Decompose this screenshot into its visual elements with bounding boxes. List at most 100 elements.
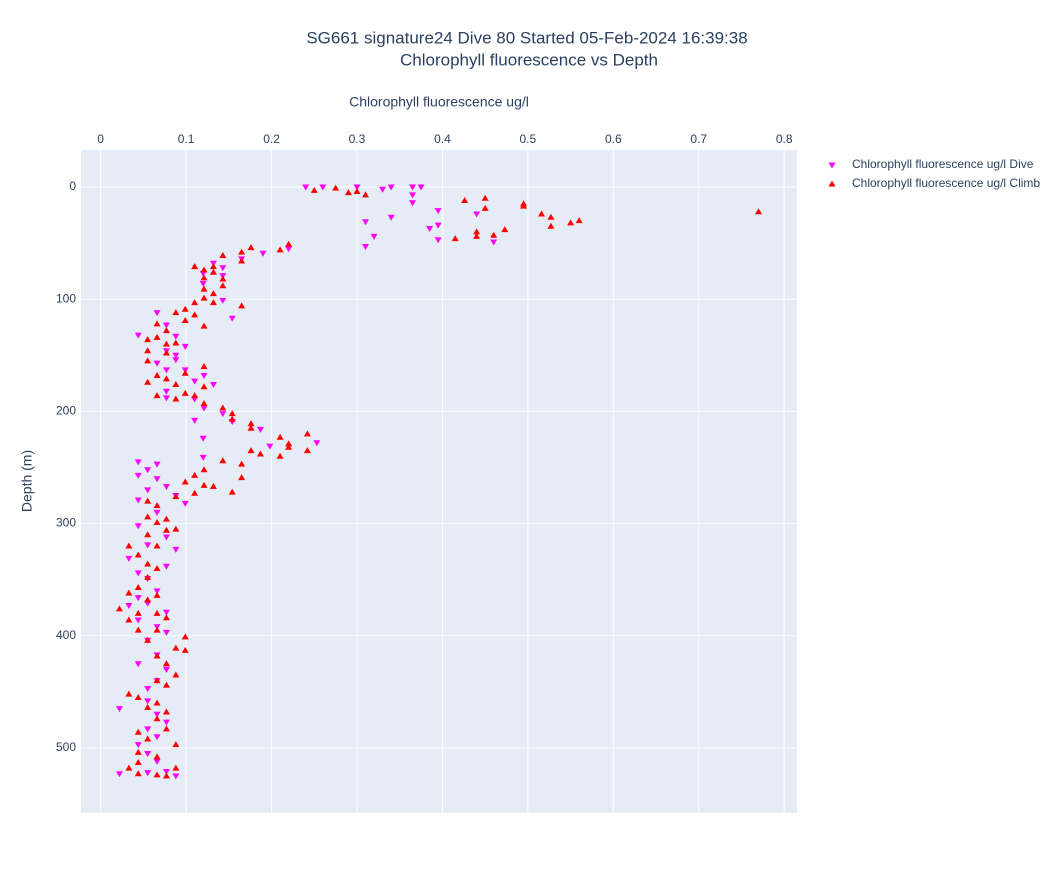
point	[379, 186, 387, 193]
point	[153, 771, 161, 778]
point	[144, 698, 152, 705]
point	[144, 336, 152, 343]
point	[353, 188, 361, 195]
point	[125, 616, 133, 623]
point	[144, 560, 152, 567]
point	[276, 433, 284, 440]
point	[332, 184, 340, 191]
point	[172, 741, 180, 748]
point	[191, 263, 199, 270]
point	[162, 719, 170, 726]
chart-title: SG661 signature24 Dive 80 Started 05-Feb…	[306, 28, 747, 47]
point	[144, 685, 152, 692]
point	[344, 189, 352, 196]
point	[228, 315, 236, 322]
point	[191, 299, 199, 306]
point	[144, 636, 152, 643]
point	[370, 233, 378, 240]
point	[200, 363, 208, 370]
point	[134, 617, 142, 624]
point	[172, 525, 180, 532]
point	[144, 735, 152, 742]
y-tick-label: 400	[56, 628, 76, 642]
point	[162, 666, 170, 673]
point	[473, 228, 481, 235]
point	[285, 440, 293, 447]
point	[125, 555, 133, 562]
point	[153, 591, 161, 598]
point	[461, 196, 469, 203]
point	[547, 222, 555, 229]
point	[134, 332, 142, 339]
point	[162, 388, 170, 395]
point	[353, 184, 361, 191]
point	[209, 268, 217, 275]
point	[200, 372, 208, 379]
point	[172, 773, 180, 780]
point	[153, 711, 161, 718]
point	[259, 250, 267, 257]
point	[162, 534, 170, 541]
point	[199, 454, 207, 461]
point	[125, 589, 133, 596]
point	[520, 202, 528, 209]
point	[144, 751, 152, 758]
point	[473, 232, 481, 239]
point	[125, 764, 133, 771]
point	[567, 219, 575, 226]
y-axis-label: Depth (m)	[19, 450, 35, 512]
point	[153, 360, 161, 367]
x-tick-label: 0.5	[520, 132, 537, 146]
point	[153, 518, 161, 525]
point	[181, 633, 189, 640]
point	[481, 194, 489, 201]
point	[219, 457, 227, 464]
point	[153, 677, 161, 684]
point	[409, 184, 417, 191]
point	[144, 704, 152, 711]
point	[200, 274, 208, 281]
point	[310, 186, 318, 193]
point	[200, 383, 208, 390]
point	[547, 213, 555, 220]
point	[134, 609, 142, 616]
point	[181, 343, 189, 350]
legend-label[interactable]: Chlorophyll fluorescence ug/l Dive	[852, 157, 1034, 171]
x-tick-label: 0.2	[263, 132, 280, 146]
point	[162, 660, 170, 667]
point	[144, 531, 152, 538]
x-tick-label: 0.3	[349, 132, 366, 146]
legend-symbol	[828, 162, 836, 169]
point	[238, 248, 246, 255]
point	[162, 772, 170, 779]
point	[134, 693, 142, 700]
point	[247, 447, 255, 454]
y-tick-label: 100	[56, 291, 76, 305]
point	[115, 605, 123, 612]
point	[219, 275, 227, 282]
point	[172, 352, 180, 359]
legend-label[interactable]: Chlorophyll fluorescence ug/l Climb	[852, 176, 1040, 190]
point	[144, 573, 152, 580]
x-tick-label: 0	[97, 132, 104, 146]
point	[162, 395, 170, 402]
point	[285, 240, 293, 247]
point	[501, 226, 509, 233]
point	[490, 231, 498, 238]
point	[219, 404, 227, 411]
point	[191, 489, 199, 496]
x-axis-label: Chlorophyll fluorescence ug/l	[349, 94, 529, 110]
point	[153, 564, 161, 571]
point	[153, 715, 161, 722]
point	[172, 644, 180, 651]
point	[153, 502, 161, 509]
x-tick-label: 0.4	[434, 132, 451, 146]
point	[144, 596, 152, 603]
point	[172, 380, 180, 387]
point	[162, 614, 170, 621]
point	[144, 357, 152, 364]
point	[256, 426, 264, 433]
point	[153, 542, 161, 549]
point	[209, 290, 217, 297]
